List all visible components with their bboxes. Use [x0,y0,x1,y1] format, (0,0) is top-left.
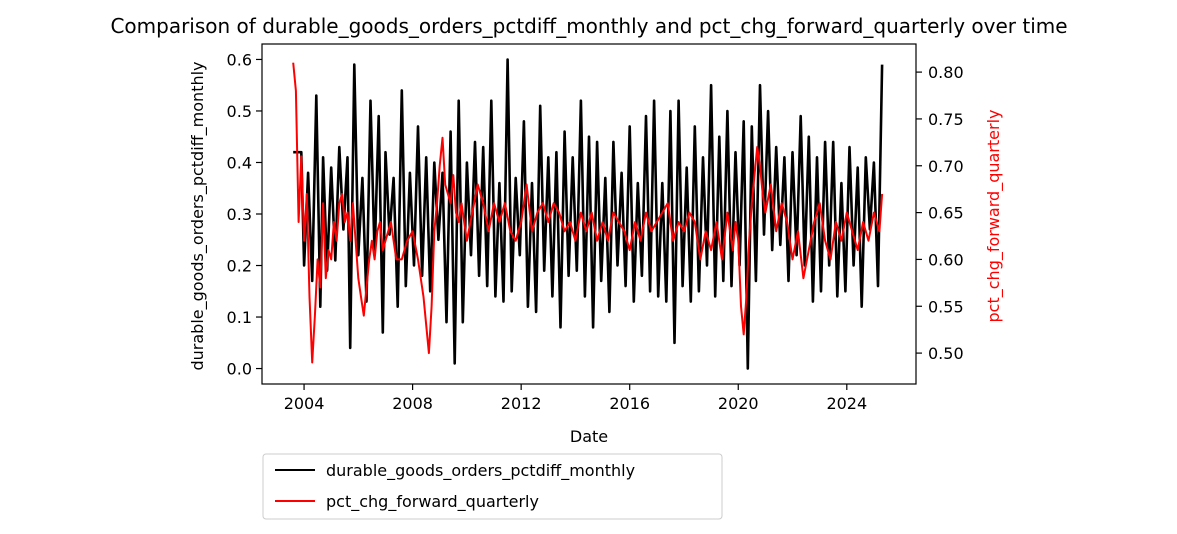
y-left-tick-label: 0.0 [227,360,252,379]
x-axis: 2004 2008 2012 2016 2020 2024 [284,384,867,413]
legend-label-durable-goods: durable_goods_orders_pctdiff_monthly [326,461,635,481]
y-right-tick-label: 0.60 [928,250,964,269]
y-right-tick-label: 0.70 [928,157,964,176]
chart-title: Comparison of durable_goods_orders_pctdi… [110,14,1067,38]
y-right-tick-label: 0.55 [928,297,964,316]
y-left-tick-label: 0.4 [227,153,252,172]
x-tick-label: 2024 [826,394,867,413]
y-right-tick-label: 0.80 [928,63,964,82]
y-axis-left: 0.0 0.1 0.2 0.3 0.4 0.5 0.6 [227,50,262,379]
y-axis-left-label: durable_goods_orders_pctdiff_monthly [188,61,208,370]
x-tick-label: 2004 [284,394,325,413]
x-tick-label: 2008 [392,394,433,413]
y-right-tick-label: 0.50 [928,344,964,363]
y-axis-right-label: pct_chg_forward_quarterly [984,110,1004,323]
x-axis-label: Date [570,427,608,446]
legend-label-pct-chg: pct_chg_forward_quarterly [326,492,539,512]
legend-box [262,453,723,520]
y-axis-right: 0.50 0.55 0.60 0.65 0.70 0.75 0.80 [916,63,964,363]
x-tick-label: 2012 [501,394,542,413]
x-tick-label: 2016 [609,394,650,413]
plot-series [292,58,884,370]
series-line-0 [293,58,884,370]
series-line-1 [292,62,884,364]
legend: durable_goods_orders_pctdiff_monthly pct… [262,453,723,520]
y-left-tick-label: 0.2 [227,257,252,276]
y-left-tick-label: 0.5 [227,102,252,121]
y-right-tick-label: 0.65 [928,204,964,223]
y-right-tick-label: 0.75 [928,110,964,129]
x-tick-label: 2020 [718,394,759,413]
y-left-tick-label: 0.6 [227,50,252,69]
y-left-tick-label: 0.3 [227,205,252,224]
y-left-tick-label: 0.1 [227,308,252,327]
